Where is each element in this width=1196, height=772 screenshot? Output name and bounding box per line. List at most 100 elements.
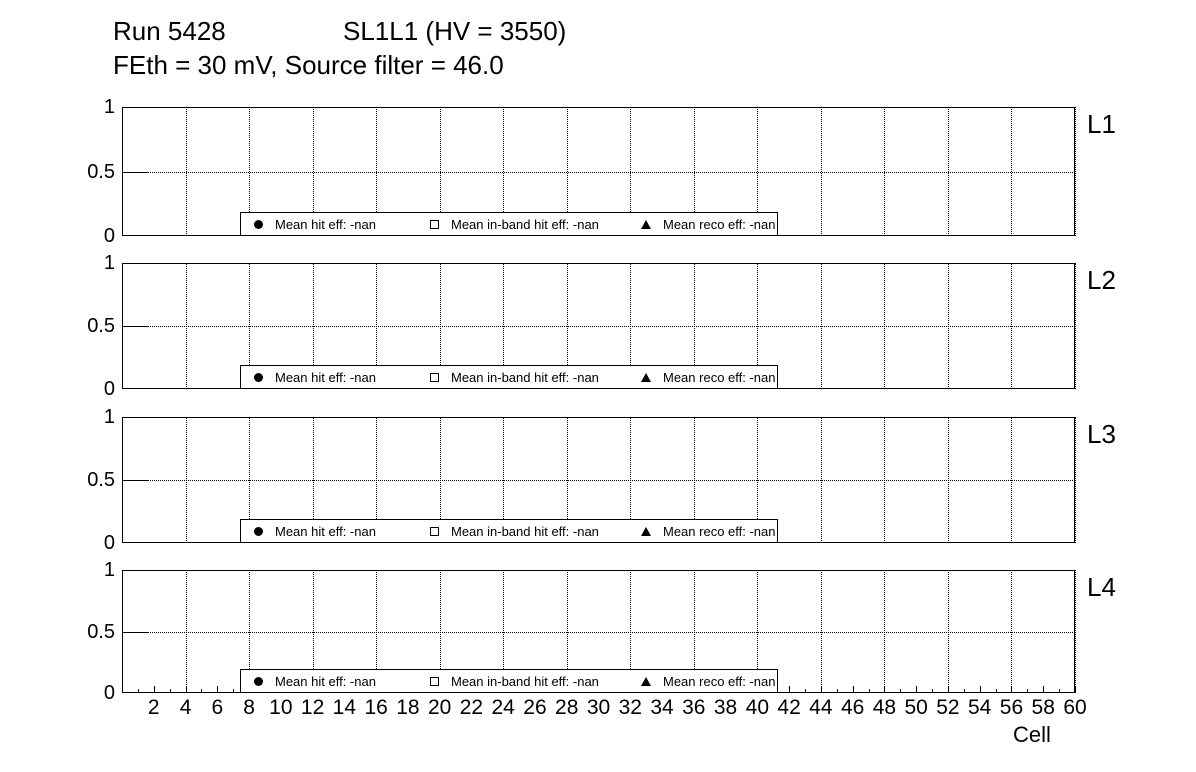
y-axis-tick-label: 1 [103, 96, 115, 118]
legend-box[interactable]: Mean hit eff: -nan Mean in-band hit eff: … [240, 669, 778, 693]
y-axis-tick-label: 0 [103, 378, 115, 400]
x-tick-mark [1043, 686, 1045, 693]
legend-entry-label: Mean hit eff: -nan [275, 673, 376, 689]
legend-entry: Mean in-band hit eff: -nan [417, 520, 629, 542]
x-axis-tick-label: 50 [904, 696, 928, 719]
panel-label-l2: L2 [1087, 265, 1116, 295]
panel-label-l3: L3 [1087, 419, 1116, 449]
marker-glyph [641, 526, 651, 536]
filled-triangle-marker [629, 526, 663, 536]
x-axis-tick-label: 56 [999, 696, 1024, 719]
legend-entry-label: Mean reco eff: -nan [663, 523, 776, 539]
legend-entry-label: Mean hit eff: -nan [275, 216, 376, 232]
filled-circle-marker [241, 526, 275, 536]
x-axis-tick-label: 30 [586, 696, 611, 719]
x-tick-mark [852, 686, 854, 693]
plot-panel-l4: 0 0.5 1 L4 Mean hit eff: -nan Mean in-band hi… [87, 560, 1116, 703]
x-axis-tick-label: 2 [147, 696, 160, 719]
x-tick-mark [233, 689, 235, 693]
marker-glyph [641, 372, 651, 382]
x-axis-tick-label: 16 [364, 696, 388, 719]
x-tick-mark [820, 686, 822, 693]
v-gridline [1075, 263, 1076, 389]
x-axis-tick-label: 10 [269, 696, 293, 719]
x-tick-mark [169, 689, 171, 693]
filled-triangle-marker [629, 219, 663, 229]
x-axis-tick-label: 8 [243, 696, 255, 719]
run-label: Run 5428 [113, 16, 226, 46]
legend-entry-label: Mean in-band hit eff: -nan [451, 369, 599, 385]
legend-box[interactable]: Mean hit eff: -nan Mean in-band hit eff: … [240, 212, 778, 236]
legend-entry: Mean hit eff: -nan [241, 520, 417, 542]
x-tick-mark [201, 689, 203, 693]
v-gridline [1075, 107, 1076, 236]
legend-entry-label: Mean hit eff: -nan [275, 523, 376, 539]
marker-glyph [641, 676, 651, 686]
y-axis-tick-label: 0.5 [87, 315, 115, 337]
x-axis-tick-label: 20 [427, 696, 452, 719]
x-axis-title: Cell [1013, 722, 1051, 747]
y-axis-tick-label: 0 [103, 682, 115, 704]
x-axis-tick-label: 60 [1063, 696, 1087, 719]
x-axis-tick-label: 12 [300, 696, 325, 719]
legend-box[interactable]: Mean hit eff: -nan Mean in-band hit eff: … [240, 365, 778, 389]
y-axis-tick-label: 0.5 [87, 160, 115, 183]
x-tick-mark [789, 686, 791, 693]
legend-box[interactable]: Mean hit eff: -nan Mean in-band hit eff: … [240, 519, 778, 543]
marker-glyph [429, 526, 439, 536]
x-axis-tick-label: 36 [682, 696, 706, 719]
legend-entry: Mean reco eff: -nan [629, 366, 777, 388]
x-axis-tick-labels: 2 4 6 8 10 12 14 16 18 20 22 24 26 28 30 32 34 36 38 40 42 44… [122, 696, 1087, 721]
x-tick-mark [868, 689, 870, 693]
x-tick-mark [900, 689, 902, 693]
title-line-1: Run 5428 SL1L1 (HV = 3550) [113, 14, 566, 48]
legend-entry: Mean reco eff: -nan [629, 213, 777, 235]
plot-title-block: Run 5428 SL1L1 (HV = 3550) FEth = 30 mV, … [113, 14, 566, 150]
y-axis-tick-label: 0.5 [87, 469, 115, 491]
panel-label-l1: L1 [1087, 109, 1116, 139]
plot-panel-l3: 0 0.5 1 L3 Mean hit eff: -nan Mean in-band hi… [87, 407, 1116, 553]
x-tick-mark [804, 689, 806, 693]
y-axis-tick-label: 0 [103, 225, 115, 247]
filled-triangle-marker [629, 676, 663, 686]
legend-entry: Mean hit eff: -nan [241, 670, 417, 692]
x-axis-tick-label: 34 [650, 696, 674, 719]
filled-circle-marker [241, 372, 275, 382]
panel-label-l4: L4 [1087, 572, 1116, 602]
plot-panel-l2: 0 0.5 1 L2 Mean hit eff: -nan Mean in-band hi… [87, 253, 1116, 399]
marker-glyph [429, 219, 439, 229]
open-square-marker [417, 219, 451, 229]
legend-entry: Mean hit eff: -nan [241, 213, 417, 235]
y-axis-tick-label: 0 [103, 532, 115, 554]
x-tick-mark [916, 686, 918, 693]
filled-circle-marker [241, 676, 275, 686]
v-gridline [1075, 417, 1076, 543]
x-tick-mark [1059, 689, 1061, 693]
x-axis-tick-label: 52 [936, 696, 960, 719]
filled-triangle-marker [629, 372, 663, 382]
x-axis-tick-label: 40 [745, 696, 770, 719]
x-axis-tick-label: 6 [211, 696, 224, 719]
x-axis-tick-label: 26 [523, 696, 547, 719]
legend-entry-label: Mean in-band hit eff: -nan [451, 216, 599, 232]
x-axis-tick-label: 42 [777, 696, 801, 719]
v-gridline [1075, 570, 1076, 693]
x-tick-mark [947, 686, 949, 693]
x-tick-mark [932, 689, 934, 693]
x-axis-tick-label: 22 [459, 696, 484, 719]
x-axis-tick-label: 24 [491, 696, 515, 719]
legend-entry: Mean in-band hit eff: -nan [417, 366, 629, 388]
x-tick-mark [137, 689, 139, 693]
x-axis-tick-label: 48 [872, 696, 897, 719]
marker-glyph [641, 219, 651, 229]
x-tick-mark [963, 689, 965, 693]
legend-entry-label: Mean reco eff: -nan [663, 673, 776, 689]
x-tick-mark [1011, 686, 1013, 693]
open-square-marker [417, 676, 451, 686]
legend-entry: Mean reco eff: -nan [629, 520, 777, 542]
x-tick-mark [979, 686, 981, 693]
legend-entry: Mean in-band hit eff: -nan [417, 213, 629, 235]
plot-panel-l1: 0 0.5 1 L1 Mean hit eff: -nan Mean in-band hi… [87, 97, 1116, 246]
y-axis-tick-label: 0.5 [87, 620, 115, 643]
